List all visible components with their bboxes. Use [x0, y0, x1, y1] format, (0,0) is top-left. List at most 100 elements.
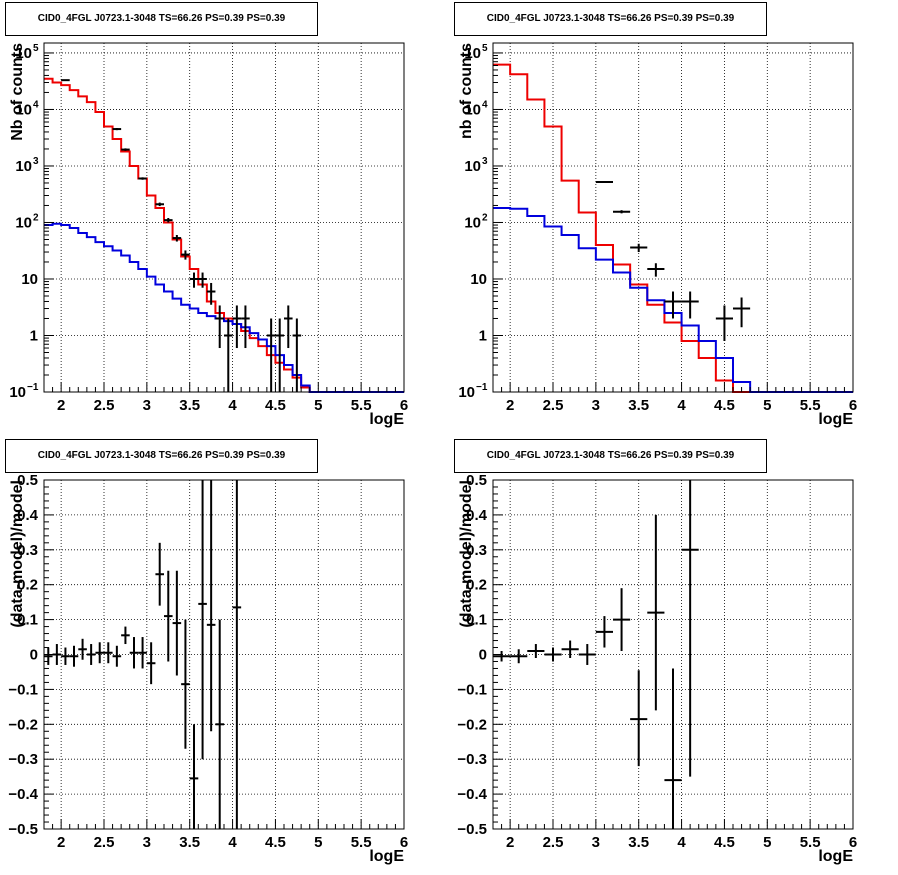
- y-axis-title: nb of counts: [458, 43, 475, 139]
- y-tick-label: 10: [15, 101, 32, 118]
- y-tick-label: −0.4: [8, 786, 38, 803]
- chart-title: CID0_4FGL J0723.1-3048 TS=66.26 PS=0.39 …: [5, 2, 318, 36]
- y-tick-label: 10: [464, 45, 481, 62]
- data-point: [715, 305, 733, 341]
- y-tick-label-exponent: 2: [482, 212, 488, 223]
- chart-title: CID0_4FGL J0723.1-3048 TS=66.26 PS=0.39 …: [454, 439, 767, 473]
- data-point: [630, 670, 648, 767]
- x-axis-title: logE: [369, 411, 404, 428]
- y-axis-title: (data-model)/model: [9, 480, 26, 628]
- y-tick-label: −0.1: [8, 681, 38, 698]
- data-point: [138, 177, 147, 180]
- y-tick-label: 10: [15, 45, 32, 62]
- x-tick-label: 2.5: [543, 397, 564, 414]
- data-point: [284, 305, 293, 349]
- y-tick-label: 0.4: [17, 507, 39, 524]
- y-tick-label: 0.3: [17, 542, 38, 559]
- y-tick-label: 1: [479, 327, 487, 344]
- y-tick-label: −0.3: [8, 751, 38, 768]
- data-point: [61, 79, 70, 82]
- y-axis-title: (data-model)/model: [458, 480, 475, 628]
- data-point: [510, 649, 528, 664]
- pad-residuals-left: CID0_4FGL J0723.1-3048 TS=66.26 PS=0.39 …: [0, 437, 449, 874]
- y-tick-label: −0.2: [8, 716, 38, 733]
- y-tick-label: 10: [15, 158, 32, 175]
- data-point: [164, 218, 173, 223]
- x-tick-label: 3.5: [628, 397, 649, 414]
- x-tick-label: 2.5: [94, 834, 115, 851]
- y-tick-label: −0.2: [457, 716, 487, 733]
- data-point: [595, 181, 613, 184]
- data-point: [578, 644, 596, 665]
- x-tick-label: 3: [143, 834, 151, 851]
- data-point: [664, 668, 682, 829]
- y-tick-label: 10: [464, 101, 481, 118]
- data-point: [181, 250, 190, 260]
- x-tick-label: 6: [400, 397, 408, 414]
- data-point: [232, 305, 242, 349]
- y-tick-label: 0.2: [466, 577, 487, 594]
- data-point: [206, 480, 216, 732]
- y-tick-label: 10: [9, 384, 26, 401]
- data-point: [69, 645, 79, 667]
- data-point: [733, 297, 751, 328]
- grid: [493, 480, 853, 829]
- x-tick-label: 2.5: [543, 834, 564, 851]
- chart-title: CID0_4FGL J0723.1-3048 TS=66.26 PS=0.39 …: [454, 2, 767, 36]
- grid: [44, 480, 404, 829]
- data-point: [493, 651, 511, 662]
- data-point: [198, 480, 207, 760]
- y-tick-label: −0.3: [457, 751, 487, 768]
- x-tick-label: 5: [763, 834, 771, 851]
- y-tick-label: −0.5: [457, 821, 487, 838]
- grid: [44, 43, 404, 392]
- data-point: [664, 291, 682, 319]
- series-line-0: [44, 77, 404, 393]
- data-point: [146, 642, 156, 685]
- series-line-0: [493, 63, 853, 393]
- data-point: [241, 305, 250, 349]
- y-tick-label: 0.5: [466, 472, 487, 489]
- pad-residuals-right: CID0_4FGL J0723.1-3048 TS=66.26 PS=0.39 …: [449, 437, 898, 874]
- x-tick-label: 4.5: [714, 397, 735, 414]
- x-tick-label: 5.5: [351, 397, 372, 414]
- data-point: [198, 272, 207, 288]
- y-tick-label-exponent: 3: [33, 156, 39, 167]
- x-tick-label: 6: [849, 834, 857, 851]
- data-point: [681, 291, 699, 319]
- data-point: [164, 570, 173, 662]
- chart-residuals-left: 2 2.5 3 3.5 4 4.5 5 5.5 6 −0.5 −0.4 −0.3 −0.2 −0.1 0 0.…: [8, 472, 408, 865]
- data-point: [224, 318, 233, 392]
- data-point: [121, 148, 130, 151]
- y-tick-label: 10: [15, 214, 32, 231]
- y-tick-label-exponent: 5: [33, 43, 39, 54]
- y-tick-label: 0.5: [17, 472, 38, 489]
- data-point: [78, 638, 87, 660]
- x-tick-label: 3.5: [628, 834, 649, 851]
- data-point: [630, 243, 648, 253]
- y-tick-label: 0.1: [17, 612, 38, 629]
- y-tick-label: 0.2: [17, 577, 38, 594]
- data-point: [595, 616, 613, 648]
- data-point: [121, 626, 130, 645]
- x-tick-label: 2: [57, 834, 65, 851]
- x-tick-label: 4: [228, 834, 237, 851]
- data-point: [561, 640, 579, 658]
- pad-counts-right: CID0_4FGL J0723.1-3048 TS=66.26 PS=0.39 …: [449, 0, 898, 437]
- data-point: [129, 637, 139, 669]
- chart-residuals-right: 2 2.5 3 3.5 4 4.5 5 5.5 6 −0.5 −0.4 −0.3 −0.2 −0.1 0 0.…: [457, 472, 857, 865]
- data-point: [266, 318, 276, 392]
- data-point: [86, 644, 96, 665]
- data-point: [681, 480, 699, 777]
- x-tick-label: 2: [506, 397, 514, 414]
- data-point: [61, 647, 70, 665]
- y-tick-label: 0: [30, 647, 38, 664]
- x-tick-label: 3.5: [179, 397, 200, 414]
- x-axis-title: logE: [818, 848, 853, 865]
- x-tick-label: 3: [143, 397, 151, 414]
- y-tick-label: 0.3: [466, 542, 487, 559]
- y-tick-label: 0: [479, 647, 487, 664]
- data-point: [647, 263, 665, 277]
